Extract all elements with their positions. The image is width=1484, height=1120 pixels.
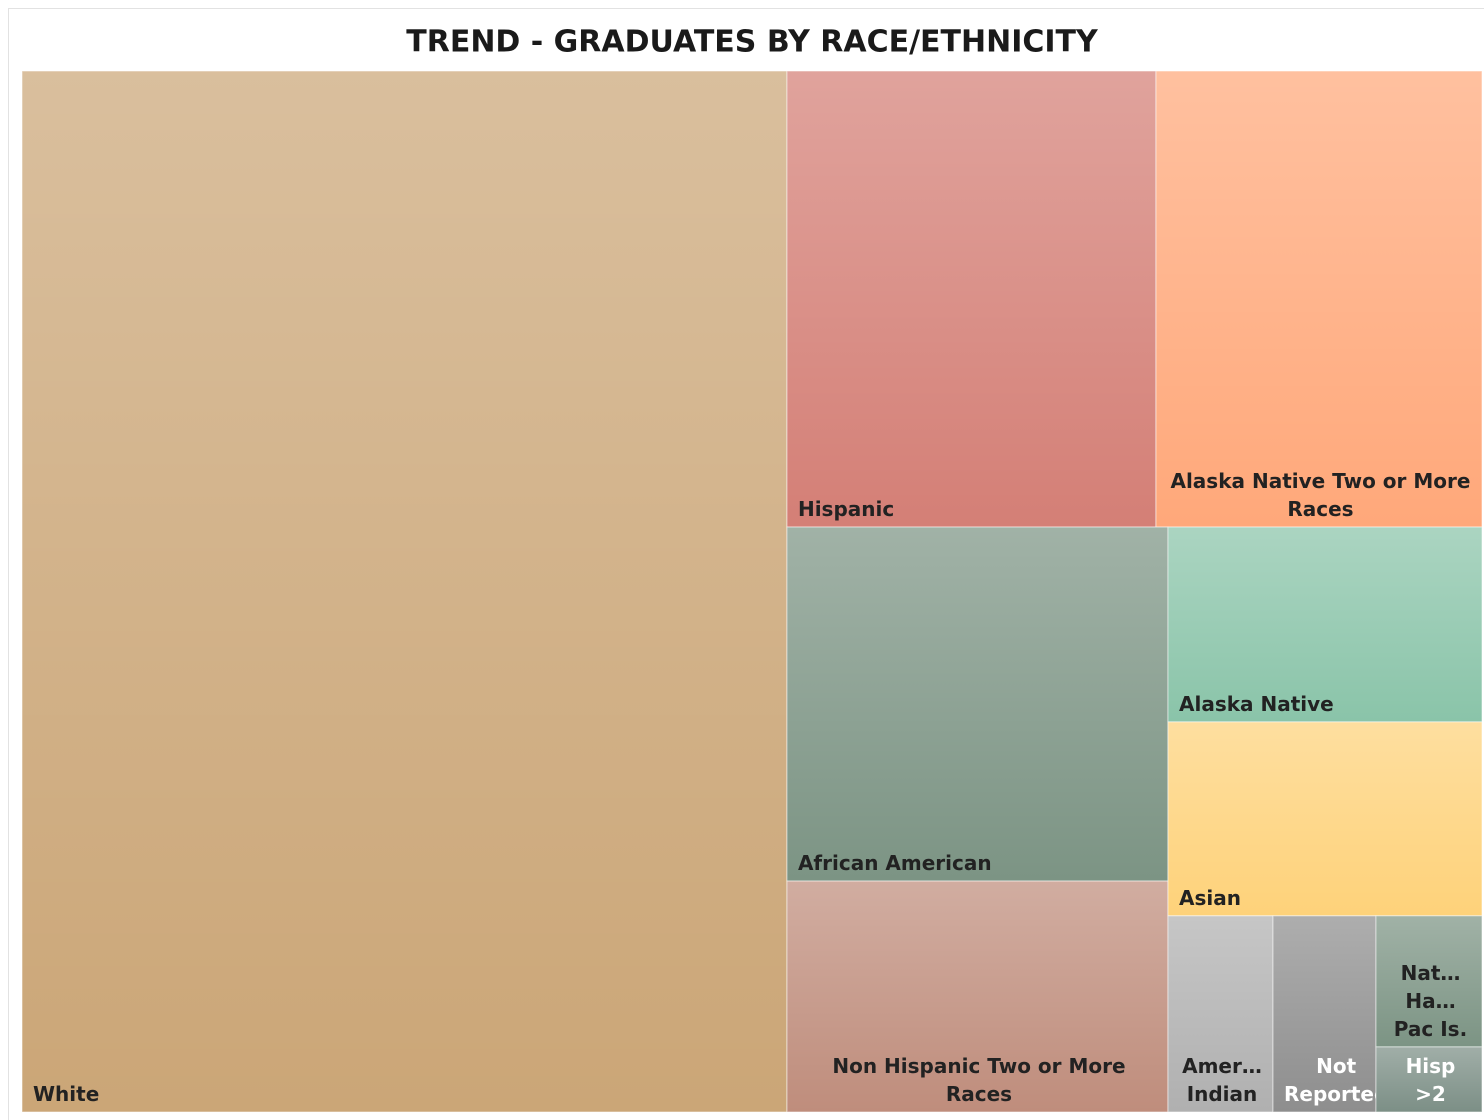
tile-label: Asian [1178,885,1241,910]
tile-label-box: Alaska Native Two or More Races [1156,71,1482,527]
tile-label-wrap: Alaska Native Two or More Races [1156,71,1482,527]
tile-label-box: Hispanic [787,71,1156,527]
tile-label: Non Hispanic Two or More Races [832,1053,1126,1106]
tile-label-wrap: Nat… Ha… Pac Is. [1376,916,1482,1047]
tile-label-wrap: Asian [1168,722,1482,916]
tile-label: Amer… Indian [1182,1053,1262,1106]
tile-label: African American [797,851,992,876]
tile-label-wrap: Not Reported [1273,916,1376,1112]
tile-label-wrap: Hispanic [787,71,1156,527]
tile-label-box: White [22,71,787,1112]
tile-label-wrap: Amer… Indian [1168,916,1273,1112]
tile-label-box: Amer… Indian [1168,916,1273,1112]
tile-label: White [33,1082,100,1106]
tile-label: Hisp >2 [1405,1053,1456,1106]
tile-label: Nat… Ha… Pac Is. [1393,960,1468,1041]
tile-label-wrap: Alaska Native [1168,527,1482,722]
tile-label-box: Nat… Ha… Pac Is. [1376,916,1482,1047]
tiles: White Hispanic Alaska Native Two or More R… [21,70,1483,1113]
tile-label-box: Non Hispanic Two or More Races [787,881,1168,1112]
tile-label-box: Not Reported [1273,916,1376,1112]
tile-label: Alaska Native [1178,691,1334,716]
chart-title: TREND - GRADUATES BY RACE/ETHNICITY [406,25,1099,60]
tile-label-wrap: Non Hispanic Two or More Races [787,881,1168,1112]
tile-label-wrap: White [22,71,787,1112]
tile-label: Not Reported [1283,1053,1376,1106]
tile-label-wrap: Hisp >2 [1376,1047,1482,1112]
tile-label: Hispanic [797,497,895,522]
tile-label-box: African American [787,527,1168,881]
tile-label-wrap: African American [787,527,1168,881]
tile-label-box: Hisp >2 [1376,1047,1482,1112]
tile-label-box: Alaska Native [1168,527,1482,722]
tile-label-box: Asian [1168,722,1482,916]
tile-label: Alaska Native Two or More Races [1170,469,1471,522]
